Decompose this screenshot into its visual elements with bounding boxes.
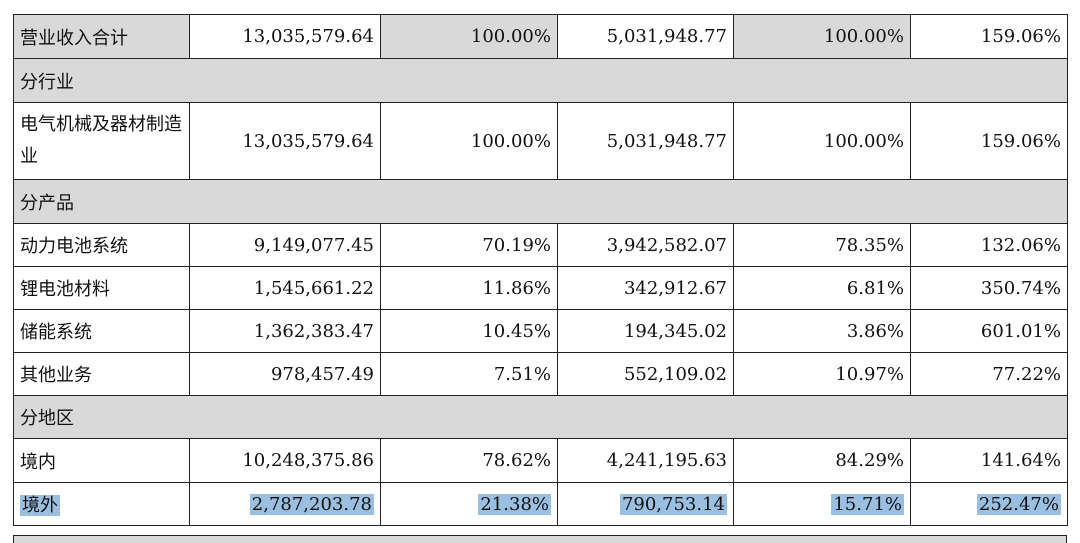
yoy-change: 601.01% xyxy=(910,309,1068,353)
table-row-overseas: 境外 2,787,203.78 21.38% 790,753.14 15.71%… xyxy=(13,482,1068,526)
ratio-prior-cell[interactable]: 15.71% xyxy=(733,482,911,526)
ratio-current: 78.62% xyxy=(380,438,558,483)
yoy-change: 159.06% xyxy=(910,102,1068,180)
ratio-prior: 6.81% xyxy=(733,266,911,310)
section-heading: 分行业 xyxy=(13,58,1068,103)
ratio-prior: 100.00% xyxy=(733,14,911,59)
table-row-total: 营业收入合计 13,035,579.64 100.00% 5,031,948.7… xyxy=(13,14,1068,59)
yoy-change: 141.64% xyxy=(910,438,1068,483)
selected-text[interactable]: 790,753.14 xyxy=(619,493,727,515)
ratio-current: 11.86% xyxy=(380,266,558,310)
selected-text[interactable]: 21.38% xyxy=(478,493,551,515)
amount-current: 13,035,579.64 xyxy=(189,102,381,180)
yoy-change: 77.22% xyxy=(910,352,1068,396)
table-row-battery-system: 动力电池系统 9,149,077.45 70.19% 3,942,582.07 … xyxy=(13,223,1068,267)
row-label: 其他业务 xyxy=(13,352,190,396)
amount-current-cell[interactable]: 2,787,203.78 xyxy=(189,482,381,526)
table-row-electrical: 电气机械及器材制造业 13,035,579.64 100.00% 5,031,9… xyxy=(13,102,1068,180)
ratio-prior: 78.35% xyxy=(733,223,911,267)
amount-current: 13,035,579.64 xyxy=(189,14,381,59)
table-row-other: 其他业务 978,457.49 7.51% 552,109.02 10.97% … xyxy=(13,352,1068,396)
selected-text[interactable]: 境外 xyxy=(20,495,60,516)
amount-current: 10,248,375.86 xyxy=(189,438,381,483)
selected-text[interactable]: 252.47% xyxy=(976,493,1061,515)
row-label: 储能系统 xyxy=(13,309,190,353)
next-row-partial xyxy=(13,535,1067,543)
ratio-prior: 100.00% xyxy=(733,102,911,180)
amount-current: 1,362,383.47 xyxy=(189,309,381,353)
section-row-product: 分产品 xyxy=(13,179,1068,224)
amount-prior: 5,031,948.77 xyxy=(557,102,734,180)
revenue-table: 营业收入合计 13,035,579.64 100.00% 5,031,948.7… xyxy=(13,14,1068,526)
amount-prior: 342,912.67 xyxy=(557,266,734,310)
selected-text[interactable]: 15.71% xyxy=(831,493,904,515)
selected-text[interactable]: 2,787,203.78 xyxy=(249,493,374,515)
amount-prior: 5,031,948.77 xyxy=(557,14,734,59)
row-label: 锂电池材料 xyxy=(13,266,190,310)
amount-prior: 552,109.02 xyxy=(557,352,734,396)
yoy-change: 132.06% xyxy=(910,223,1068,267)
amount-current: 1,545,661.22 xyxy=(189,266,381,310)
table-row-storage: 储能系统 1,362,383.47 10.45% 194,345.02 3.86… xyxy=(13,309,1068,353)
yoy-change: 159.06% xyxy=(910,14,1068,59)
section-heading: 分地区 xyxy=(13,395,1068,439)
yoy-change-cell[interactable]: 252.47% xyxy=(910,482,1068,526)
section-heading: 分产品 xyxy=(13,179,1068,224)
amount-prior: 3,942,582.07 xyxy=(557,223,734,267)
amount-prior: 194,345.02 xyxy=(557,309,734,353)
section-row-industry: 分行业 xyxy=(13,58,1068,103)
ratio-current: 7.51% xyxy=(380,352,558,396)
row-label: 境内 xyxy=(13,438,190,483)
ratio-current: 70.19% xyxy=(380,223,558,267)
ratio-prior: 10.97% xyxy=(733,352,911,396)
ratio-prior: 84.29% xyxy=(733,438,911,483)
ratio-current-cell[interactable]: 21.38% xyxy=(380,482,558,526)
row-label: 营业收入合计 xyxy=(13,14,190,59)
row-label: 电气机械及器材制造业 xyxy=(13,102,190,180)
section-row-region: 分地区 xyxy=(13,395,1068,439)
table-row-li-material: 锂电池材料 1,545,661.22 11.86% 342,912.67 6.8… xyxy=(13,266,1068,310)
table-row-domestic: 境内 10,248,375.86 78.62% 4,241,195.63 84.… xyxy=(13,438,1068,483)
ratio-current: 100.00% xyxy=(380,102,558,180)
row-label: 动力电池系统 xyxy=(13,223,190,267)
ratio-current: 100.00% xyxy=(380,14,558,59)
amount-current: 978,457.49 xyxy=(189,352,381,396)
yoy-change: 350.74% xyxy=(910,266,1068,310)
amount-current: 9,149,077.45 xyxy=(189,223,381,267)
amount-prior: 4,241,195.63 xyxy=(557,438,734,483)
ratio-current: 10.45% xyxy=(380,309,558,353)
ratio-prior: 3.86% xyxy=(733,309,911,353)
row-label-cell[interactable]: 境外 xyxy=(13,482,190,526)
amount-prior-cell[interactable]: 790,753.14 xyxy=(557,482,734,526)
